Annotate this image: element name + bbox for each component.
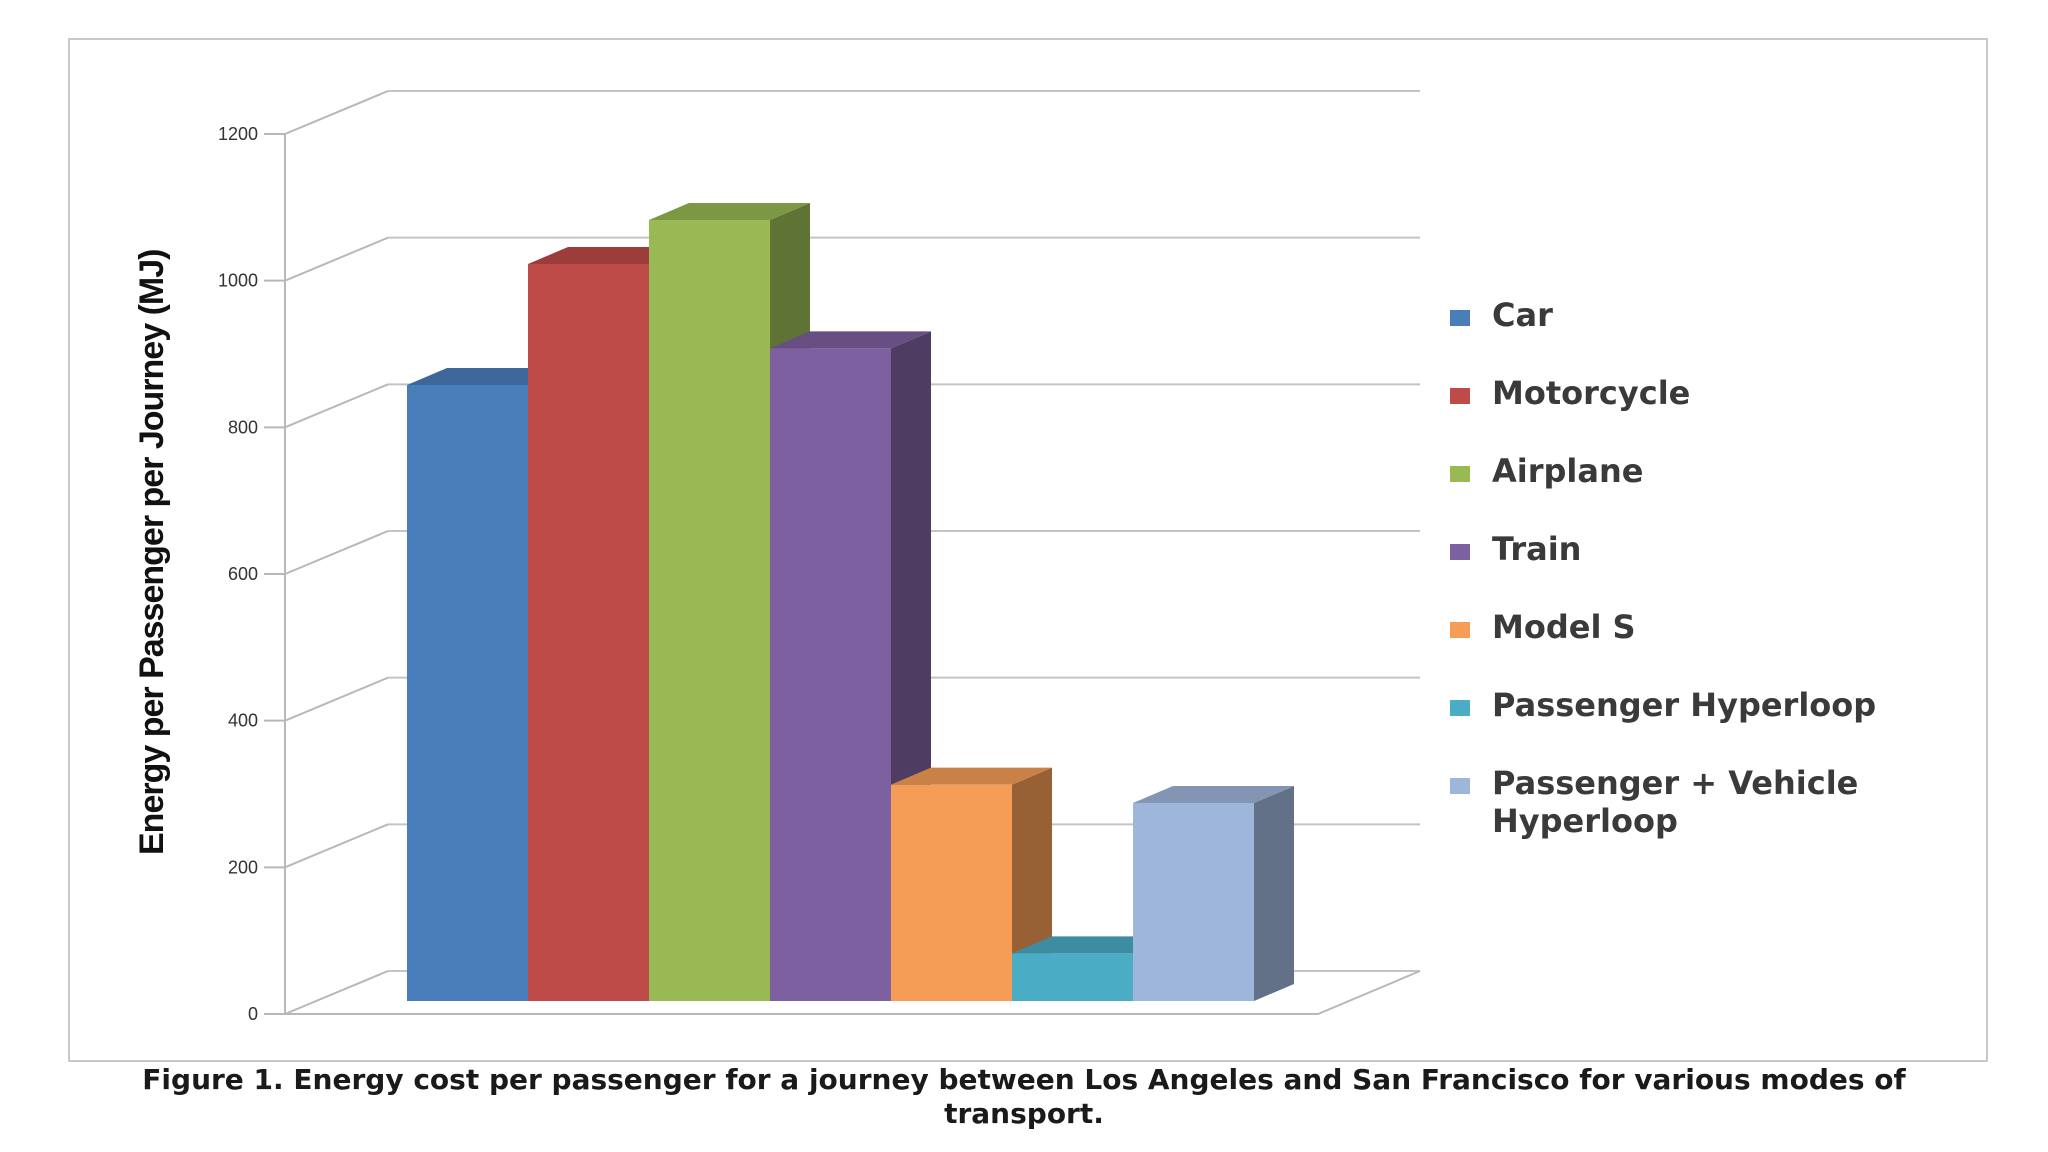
y-tick-label: 400: [228, 711, 258, 731]
bar-model-s: [891, 767, 1052, 1001]
bar-front: [1012, 953, 1133, 1001]
bar-front: [770, 348, 891, 1001]
gridline-diagonal: [284, 530, 389, 575]
legend-swatch: [1450, 466, 1470, 482]
legend-label: Car: [1492, 296, 1553, 334]
y-tick-label: 800: [228, 417, 258, 437]
gridline-diagonal: [284, 90, 389, 135]
bar-front: [649, 220, 770, 1001]
gridline-diagonal: [284, 236, 389, 282]
bar-passenger-vehicle-hyperloop: [1133, 786, 1294, 1001]
legend-label: Train: [1492, 530, 1582, 568]
gridline-diagonal: [284, 823, 389, 869]
y-axis: 0 200 400 600 800 1000 1200: [218, 124, 285, 1024]
bar-side: [1254, 786, 1294, 1001]
bar-front: [407, 385, 528, 1001]
y-tick-label: 600: [228, 564, 258, 584]
legend-label: Airplane: [1492, 452, 1644, 490]
bar-front: [1133, 803, 1254, 1001]
y-tick-label: 0: [248, 1004, 258, 1024]
legend-label: Model S: [1492, 608, 1636, 646]
bar-top: [649, 203, 810, 220]
gridline-diagonal: [284, 970, 389, 1015]
legend-swatch: [1450, 622, 1470, 638]
bar-front: [528, 264, 649, 1001]
legend-swatch: [1450, 544, 1470, 560]
floor-edge: [285, 970, 1421, 1015]
bar-front: [891, 784, 1012, 1001]
legend-swatch: [1450, 778, 1470, 794]
chart-bars: [407, 203, 1294, 1001]
gridline-diagonal: [284, 383, 389, 429]
y-tick-label: 1000: [218, 271, 258, 291]
legend-label: Passenger Hyperloop: [1492, 686, 1877, 724]
y-axis-label: Energy per Passenger per Journey (MJ): [133, 249, 171, 855]
legend-swatch: [1450, 310, 1470, 326]
y-tick-label: 1200: [218, 124, 258, 144]
figure-caption: Figure 1. Energy cost per passenger for …: [142, 1063, 1906, 1130]
legend-swatch: [1450, 388, 1470, 404]
legend-label: Motorcycle: [1492, 374, 1691, 412]
gridline-diagonal: [284, 676, 389, 722]
bar-top: [891, 767, 1052, 785]
bar-top: [1012, 936, 1173, 954]
y-tick-label: 200: [228, 857, 258, 877]
legend-label: Passenger + Vehicle Hyperloop: [1492, 764, 1859, 840]
bar-top: [407, 368, 568, 385]
legend-swatch: [1450, 700, 1470, 716]
bar-top: [770, 331, 931, 349]
bar-top: [1133, 786, 1294, 803]
bar-top: [528, 247, 689, 264]
